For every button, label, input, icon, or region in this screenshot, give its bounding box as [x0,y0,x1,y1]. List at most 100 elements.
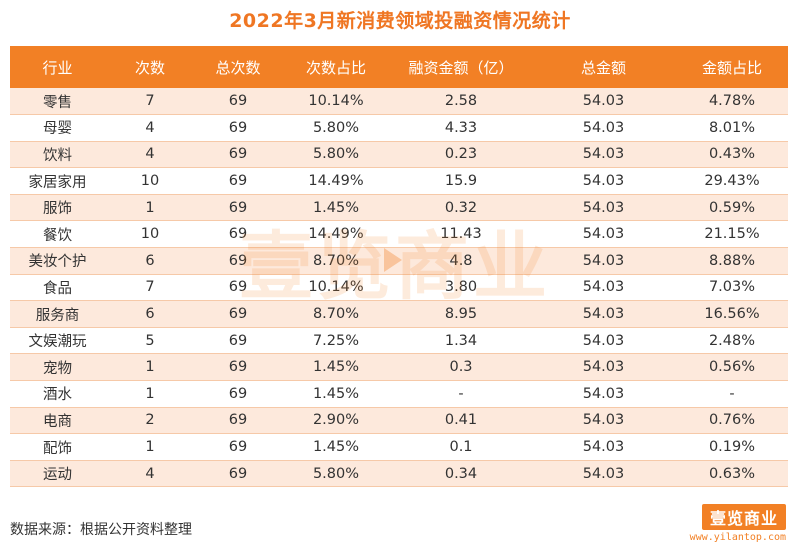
cell-industry: 家居家用 [10,167,105,195]
cell-total-count: 69 [195,433,281,461]
cell-count-share: 14.49% [281,220,391,249]
cell-industry: 饮料 [10,141,105,169]
cell-amount: 11.43 [391,220,531,249]
cell-count: 7 [105,274,195,302]
cell-industry: 电商 [10,407,105,435]
cell-total-count: 69 [195,407,281,435]
header-count: 次数 [134,58,165,77]
cell-amount-share: 4.78% [676,88,788,116]
cell-count: 1 [105,380,195,408]
table-row: 运动 4 69 5.80% 0.34 54.03 0.63% [10,460,788,488]
logo-mark: 壹览商业 [701,504,786,530]
cell-amount-share: 0.56% [676,353,788,382]
cell-count: 5 [105,327,195,355]
cell-amount: 0.41 [391,407,531,435]
cell-count: 4 [105,114,195,142]
cell-count: 6 [105,300,195,328]
cell-count-share: 8.70% [281,247,391,275]
cell-count-share: 10.14% [281,274,391,302]
table-row: 母婴 4 69 5.80% 4.33 54.03 8.01% [10,114,788,142]
cell-total-amount: 54.03 [531,460,676,488]
table-row: 服务商 6 69 8.70% 8.95 54.03 16.56% [10,300,788,328]
cell-count: 10 [105,167,195,195]
cell-total-count: 69 [195,167,281,195]
header-count-share: 次数占比 [305,58,366,77]
header-amount: 融资金额（亿） [408,58,514,77]
logo-url: www.yilantop.com [689,532,786,543]
cell-total-amount: 54.03 [531,141,676,169]
cell-total-count: 69 [195,327,281,355]
cell-total-count: 69 [195,353,281,382]
cell-total-amount: 54.03 [531,353,676,382]
cell-total-amount: 54.03 [531,247,676,275]
cell-count: 4 [105,460,195,488]
table-row: 美妆个护 6 69 8.70% 4.8 54.03 8.88% [10,247,788,275]
header-amount-share: 金额占比 [701,58,762,77]
cell-industry: 餐饮 [10,220,105,249]
cell-total-amount: 54.03 [531,407,676,435]
cell-amount-share: 0.76% [676,407,788,435]
cell-total-amount: 54.03 [531,327,676,355]
source-note: 数据来源：根据公开资料整理 [10,522,192,538]
cell-amount: - [391,380,531,408]
cell-total-amount: 54.03 [531,167,676,195]
cell-count: 2 [105,407,195,435]
cell-industry: 宠物 [10,353,105,382]
table-row: 文娱潮玩 5 69 7.25% 1.34 54.03 2.48% [10,327,788,355]
cell-industry: 母婴 [10,114,105,142]
cell-count-share: 5.80% [281,460,391,488]
cell-count-share: 1.45% [281,433,391,461]
cell-amount-share: 0.19% [676,433,788,461]
cell-count-share: 14.49% [281,167,391,195]
cell-amount-share: 8.01% [676,114,788,142]
cell-total-amount: 54.03 [531,300,676,328]
brand-logo: 壹览商业 www.yilantop.com [690,504,786,543]
cell-count: 7 [105,88,195,116]
cell-amount-share: 21.15% [676,220,788,249]
cell-count: 1 [105,433,195,461]
table-row: 宠物 1 69 1.45% 0.3 54.03 0.56% [10,353,788,382]
cell-total-count: 69 [195,380,281,408]
cell-amount-share: 0.63% [676,460,788,488]
cell-industry: 零售 [10,88,105,116]
cell-amount: 1.34 [391,327,531,355]
cell-count: 10 [105,220,195,249]
cell-industry: 美妆个护 [10,247,105,275]
header-total-amount: 总金额 [580,58,626,77]
cell-amount-share: 0.59% [676,194,788,222]
table-body: 零售 7 69 10.14% 2.58 54.03 4.78% 母婴 4 69 5.80% 4.33 5… [10,88,788,488]
table-row: 饮料 4 69 5.80% 0.23 54.03 0.43% [10,141,788,169]
cell-amount: 0.34 [391,460,531,488]
cell-amount: 15.9 [391,167,531,195]
cell-total-count: 69 [195,194,281,222]
table-header-row: 行业 次数 总次数 次数占比 融资金额（亿） 总金额 金额占比 [10,46,788,88]
cell-amount: 8.95 [391,300,531,328]
cell-amount: 0.3 [391,353,531,382]
cell-total-amount: 54.03 [531,380,676,408]
cell-count-share: 7.25% [281,327,391,355]
cell-amount-share: 29.43% [676,167,788,195]
cell-count: 6 [105,247,195,275]
cell-total-count: 69 [195,220,281,249]
cell-total-count: 69 [195,247,281,275]
table-row: 零售 7 69 10.14% 2.58 54.03 4.78% [10,88,788,116]
cell-amount: 0.23 [391,141,531,169]
header-industry: 行业 [42,58,73,77]
cell-industry: 酒水 [10,380,105,408]
cell-total-amount: 54.03 [531,220,676,249]
cell-total-amount: 54.03 [531,433,676,461]
cell-total-amount: 54.03 [531,88,676,116]
cell-count: 1 [105,194,195,222]
table-row: 餐饮 10 69 14.49% 11.43 54.03 21.15% [10,220,788,249]
cell-total-count: 69 [195,114,281,142]
cell-total-count: 69 [195,300,281,328]
cell-total-amount: 54.03 [531,274,676,302]
cell-amount-share: 0.43% [676,141,788,169]
table-row: 电商 2 69 2.90% 0.41 54.03 0.76% [10,407,788,435]
cell-count-share: 10.14% [281,88,391,116]
cell-total-count: 69 [195,460,281,488]
cell-total-amount: 54.03 [531,114,676,142]
cell-industry: 文娱潮玩 [10,327,105,355]
cell-total-count: 69 [195,141,281,169]
cell-total-count: 69 [195,274,281,302]
